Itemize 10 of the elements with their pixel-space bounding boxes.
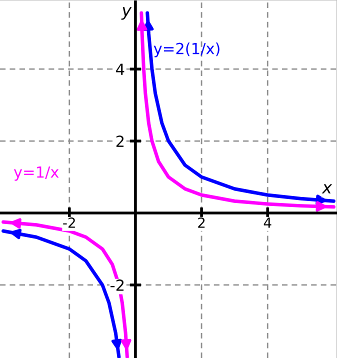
x-axis-title: x [322,184,332,194]
x-tick-label: 4 [264,218,272,228]
y-tick-label: 2 [116,136,124,147]
annotation: y=1/x [14,166,59,181]
y-axis-title: y [121,7,132,20]
x-tick-label: 2 [198,217,205,228]
x-tick-label: -2 [63,217,75,228]
annotation: y=2(1/x) [154,42,220,58]
y-tick-label: 4 [116,64,124,75]
y-tick-label: -2 [110,279,124,291]
